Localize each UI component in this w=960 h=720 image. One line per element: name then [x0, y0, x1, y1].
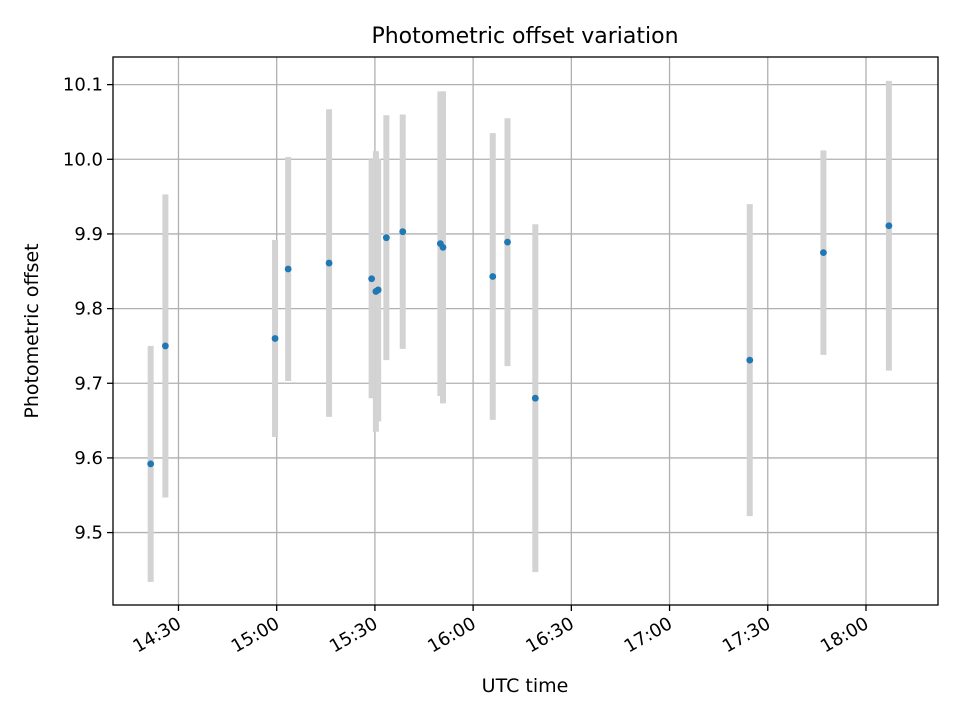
data-point	[161, 342, 169, 350]
data-point	[531, 394, 539, 402]
grid-layer	[113, 57, 938, 605]
y-tick-label: 10.0	[63, 149, 103, 170]
data-point	[504, 238, 511, 246]
data-point	[746, 356, 754, 364]
data-point	[368, 275, 376, 283]
data-point	[374, 286, 382, 294]
x-tick-label: 17:00	[621, 613, 676, 657]
x-axis-label: UTC time	[482, 675, 569, 697]
y-tick-label: 9.6	[74, 448, 103, 469]
data-point	[885, 222, 893, 230]
y-tick-label: 9.7	[74, 373, 103, 394]
y-tick-label: 9.9	[74, 224, 103, 245]
data-point	[489, 273, 497, 280]
x-tick-label: 18:00	[817, 613, 872, 657]
point-layer	[147, 222, 893, 468]
data-point	[147, 460, 155, 468]
data-point	[284, 265, 292, 273]
data-point	[820, 249, 827, 257]
data-point	[325, 259, 333, 267]
data-point	[399, 228, 407, 236]
x-tick-label: 17:30	[719, 613, 774, 657]
data-point	[271, 335, 279, 342]
y-tick-label: 10.1	[63, 75, 103, 96]
y-axis-label: Photometric offset	[21, 243, 43, 418]
y-tick-label: 9.5	[74, 523, 103, 544]
chart-title: Photometric offset variation	[371, 24, 678, 49]
x-tick-label: 14:30	[130, 613, 185, 657]
x-tick-label: 15:00	[228, 613, 283, 657]
x-tick-label: 16:30	[522, 613, 577, 657]
plot-frame	[112, 56, 939, 606]
x-tick-label: 16:00	[424, 613, 479, 657]
errorbar-layer	[147, 80, 892, 582]
data-point	[439, 243, 447, 251]
x-tick-label: 15:30	[326, 613, 381, 657]
y-tick-label: 9.8	[74, 299, 103, 320]
data-point	[382, 234, 390, 242]
